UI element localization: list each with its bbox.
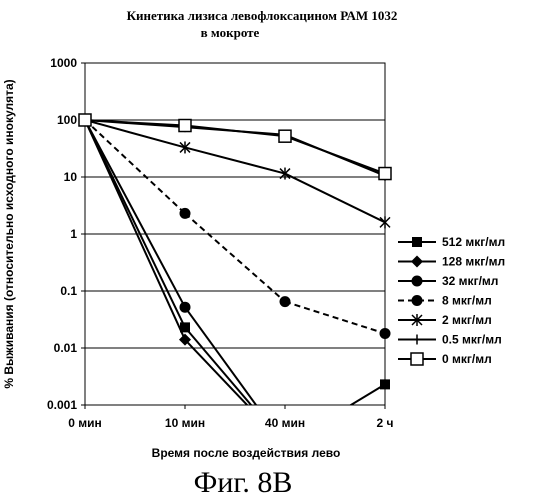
series-line bbox=[285, 384, 385, 444]
marker-square bbox=[412, 237, 422, 247]
series-line-group bbox=[85, 120, 385, 445]
legend-label: 8 мкг/мл bbox=[442, 294, 492, 308]
marker-diamond bbox=[411, 256, 423, 268]
legend-label: 128 мкг/мл bbox=[442, 255, 505, 269]
legend-item: 2 мкг/мл bbox=[398, 313, 492, 327]
legend-item: 128 мкг/мл bbox=[398, 255, 505, 269]
series-layer bbox=[79, 114, 391, 445]
y-tick-label: 0.01 bbox=[54, 341, 78, 355]
chart-subtitle: в мокроте bbox=[201, 25, 260, 40]
series-line bbox=[285, 136, 385, 173]
legend-item: 32 мкг/мл bbox=[398, 274, 498, 288]
marker-circle bbox=[412, 276, 423, 287]
legend-label: 512 мкг/мл bbox=[442, 235, 505, 249]
plot-area: 1000 100 10 1 0.1 0.01 0.001 0 мин 10 мин 40 мин… bbox=[47, 56, 394, 445]
series bbox=[80, 115, 391, 339]
series bbox=[80, 115, 286, 445]
y-axis-label: % Выживания (относительно исходного инок… bbox=[2, 79, 16, 388]
series-line bbox=[285, 174, 385, 223]
series-line bbox=[285, 302, 385, 334]
figure-caption: Фиг. 8В bbox=[194, 466, 293, 499]
y-tick-label: 1000 bbox=[50, 56, 77, 70]
series-line bbox=[85, 120, 185, 307]
marker-open-square bbox=[411, 353, 423, 365]
legend-label: 32 мкг/мл bbox=[442, 274, 498, 288]
series-line-group bbox=[85, 120, 385, 222]
marker-circle bbox=[180, 208, 191, 219]
x-tick-labels: 0 мин 10 мин 40 мин 2 ч bbox=[68, 416, 393, 430]
y-tick-label: 100 bbox=[57, 113, 77, 127]
x-tick-label: 2 ч bbox=[377, 416, 394, 430]
series-line bbox=[185, 213, 285, 301]
legend-item: 512 мкг/мл bbox=[398, 235, 505, 249]
marker-square bbox=[380, 379, 390, 389]
series-line bbox=[185, 126, 285, 137]
marker-star bbox=[380, 216, 390, 228]
y-tick-label: 0.001 bbox=[47, 398, 77, 412]
series bbox=[80, 115, 390, 181]
y-tick-label: 10 bbox=[64, 170, 78, 184]
x-tick-label: 10 мин bbox=[165, 416, 205, 430]
x-tick-label: 40 мин bbox=[265, 416, 305, 430]
series-line bbox=[185, 147, 285, 173]
series-line-group bbox=[85, 120, 385, 333]
legend-item: 8 мкг/мл bbox=[398, 294, 492, 308]
x-tick-label: 0 мин bbox=[68, 416, 102, 430]
marker-plus bbox=[412, 335, 422, 345]
y-tick-labels: 1000 100 10 1 0.1 0.01 0.001 bbox=[47, 56, 77, 412]
series-line-group bbox=[85, 120, 385, 174]
marker-circle bbox=[280, 296, 291, 307]
chart-title: Кинетика лизиса левофлоксацином РАМ 1032 bbox=[127, 8, 398, 23]
marker-open-square bbox=[79, 114, 91, 126]
legend: 512 мкг/мл 128 мкг/мл 32 мкг/мл 8 мкг/мл 2 м… bbox=[398, 235, 505, 366]
marker-circle bbox=[412, 295, 423, 306]
x-axis-label: Время после воздействия лево bbox=[152, 446, 341, 460]
legend-item: 0.5 мкг/мл bbox=[398, 333, 502, 347]
marker-circle bbox=[380, 328, 391, 339]
legend-label: 0.5 мкг/мл bbox=[442, 333, 502, 347]
series-line bbox=[85, 120, 185, 340]
series-line-group bbox=[85, 120, 285, 445]
series-line-group bbox=[85, 120, 285, 445]
series-line-group bbox=[85, 120, 385, 176]
legend-label: 0 мкг/мл bbox=[442, 352, 492, 366]
legend-item: 0 мкг/мл bbox=[398, 352, 492, 366]
legend-label: 2 мкг/мл bbox=[442, 313, 492, 327]
series bbox=[80, 115, 390, 445]
marker-open-square bbox=[279, 130, 291, 142]
marker-open-square bbox=[179, 120, 191, 132]
y-tick-label: 1 bbox=[70, 227, 77, 241]
grid-lines bbox=[81, 63, 385, 409]
marker-open-square bbox=[379, 168, 391, 180]
series bbox=[79, 114, 285, 445]
y-tick-label: 0.1 bbox=[60, 284, 77, 298]
marker-circle bbox=[180, 302, 191, 313]
